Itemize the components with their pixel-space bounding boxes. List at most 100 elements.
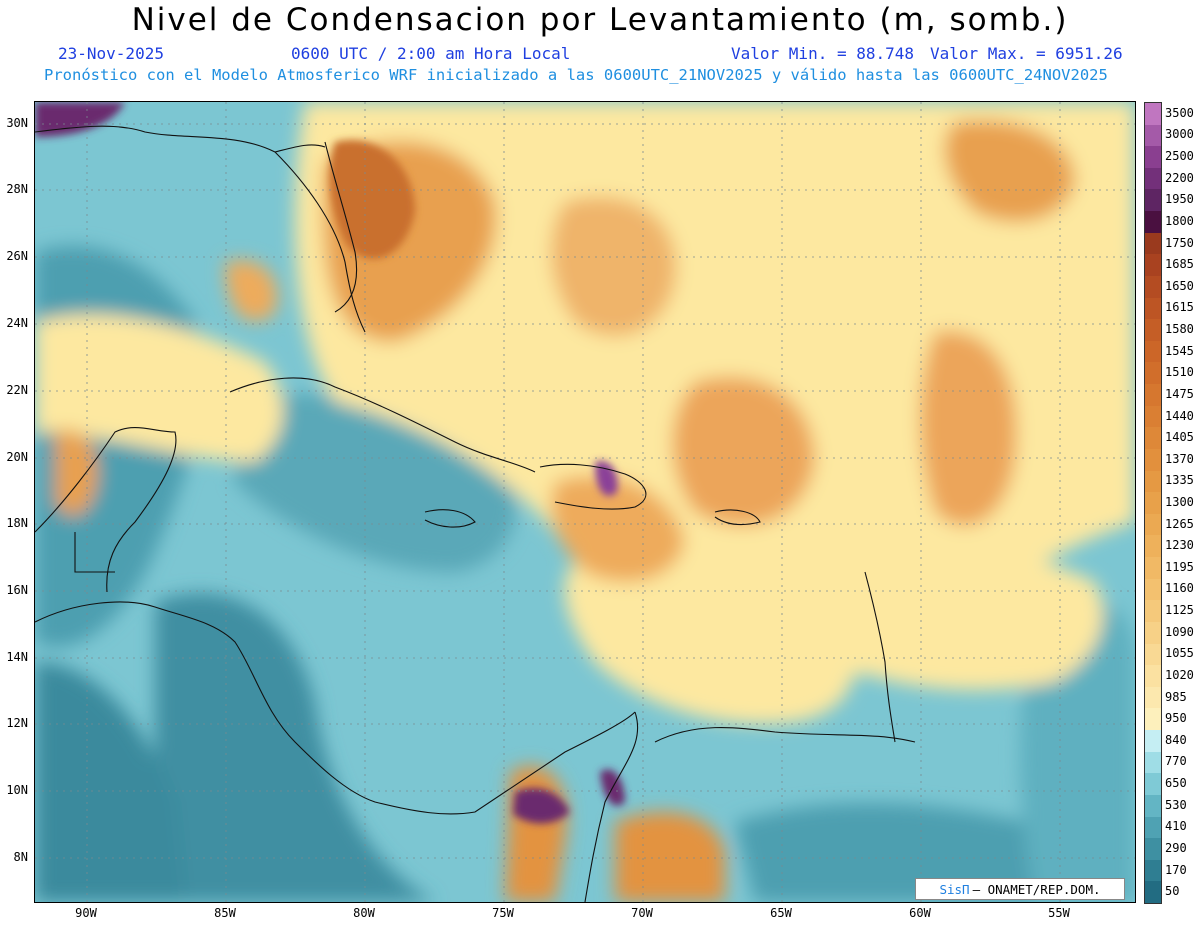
colorbar-label: 1405 [1165, 430, 1194, 445]
colorbar-label: 1300 [1165, 495, 1194, 509]
colorbar-cell [1145, 794, 1161, 817]
colorbar-cell [1145, 124, 1161, 147]
colorbar-label: 1440 [1165, 408, 1194, 423]
forecast-note: Pronóstico con el Modelo Atmosferico WRF… [44, 66, 1108, 84]
colorbar-cell [1145, 838, 1161, 861]
lat-label: 26N [6, 249, 28, 263]
colorbar-label: 410 [1165, 819, 1187, 834]
colorbar-cell [1145, 103, 1161, 126]
credit-text: – ONAMET/REP.DOM. [972, 881, 1101, 897]
lat-label: 30N [6, 116, 28, 130]
colorbar-label: 1090 [1165, 624, 1194, 639]
colorbar-cell [1145, 384, 1161, 407]
min-value: Valor Min. = 88.748 [731, 44, 915, 63]
colorbar-label: 1545 [1165, 343, 1194, 358]
peak-cells [35, 102, 625, 824]
colorbar-label: 1370 [1165, 451, 1194, 466]
colorbar-label: 1265 [1165, 516, 1194, 531]
colorbar-label: 650 [1165, 776, 1187, 791]
colorbar-cell [1145, 557, 1161, 580]
colorbar-cell [1145, 859, 1161, 882]
colorbar-label: 1580 [1165, 322, 1194, 337]
colorbar-cell [1145, 751, 1161, 774]
credit-box: SisΠ – ONAMET/REP.DOM. [915, 878, 1125, 900]
colorbar-cell [1145, 665, 1161, 688]
colorbar-cell [1145, 513, 1161, 536]
colorbar-label: 1510 [1165, 365, 1194, 380]
graticule [35, 102, 1135, 902]
lon-label: 75W [492, 906, 514, 920]
colorbar-label: 3000 [1165, 127, 1194, 142]
colorbar-cell [1145, 319, 1161, 342]
colorbar-label: 50 [1165, 884, 1180, 899]
colorbar-cell [1145, 167, 1161, 190]
colorbar-label: 950 [1165, 711, 1187, 726]
colorbar-cell [1145, 686, 1161, 709]
colorbar-cell [1145, 448, 1161, 472]
colorbar-label: 1125 [1165, 603, 1194, 618]
colorbar-cell [1145, 578, 1161, 601]
colorbar-cell [1145, 211, 1161, 234]
colorbar-cell [1145, 405, 1161, 428]
colorbar-label: 1195 [1165, 559, 1194, 574]
colorbar-label: 770 [1165, 754, 1187, 769]
colorbar-label: 985 [1165, 689, 1187, 704]
colorbar-label: 1020 [1165, 667, 1194, 682]
colorbar-label: 1800 [1165, 213, 1194, 228]
colorbar-cell [1145, 470, 1161, 493]
colorbar [1144, 102, 1162, 904]
colorbar-cell [1145, 535, 1161, 558]
colorbar-cell [1145, 427, 1161, 450]
lon-label: 70W [631, 906, 653, 920]
colorbar-cell [1145, 362, 1161, 385]
colorbar-label: 1950 [1165, 192, 1194, 207]
colorbar-cell [1145, 773, 1161, 796]
colorbar-label: 290 [1165, 840, 1187, 855]
lat-label: 24N [6, 316, 28, 330]
colorbar-label: 170 [1165, 862, 1187, 877]
lat-label: 16N [6, 583, 28, 597]
colorbar-cell [1145, 275, 1161, 299]
lon-label: 60W [909, 906, 931, 920]
colorbar-label: 1650 [1165, 278, 1194, 293]
field-layers [35, 102, 1135, 902]
colorbar-cell [1145, 816, 1161, 839]
lat-label: 12N [6, 716, 28, 730]
colorbar-label: 1055 [1165, 646, 1194, 661]
colorbar-cell [1145, 881, 1161, 904]
lat-label: 22N [6, 383, 28, 397]
colorbar-label: 530 [1165, 797, 1187, 812]
colorbar-cell [1145, 340, 1161, 363]
colorbar-cell [1145, 730, 1161, 753]
colorbar-label: 2500 [1165, 149, 1194, 164]
colorbar-cell [1145, 232, 1161, 255]
colorbar-label: 1685 [1165, 257, 1194, 272]
colorbar-cell [1145, 621, 1161, 645]
lat-label: 18N [6, 516, 28, 530]
lon-label: 90W [75, 906, 97, 920]
colorbar-label: 1750 [1165, 235, 1194, 250]
colorbar-label: 1475 [1165, 386, 1194, 401]
lon-label: 55W [1048, 906, 1070, 920]
colorbar-cell [1145, 146, 1161, 169]
colorbar-label: 1230 [1165, 538, 1194, 553]
sispi-logo: SisΠ [939, 881, 970, 897]
colorbar-cell [1145, 600, 1161, 623]
colorbar-label: 2200 [1165, 170, 1194, 185]
colorbar-cell [1145, 643, 1161, 666]
lat-label: 20N [6, 450, 28, 464]
lon-label: 80W [353, 906, 375, 920]
coastlines [35, 125, 916, 902]
colorbar-label: 1160 [1165, 581, 1194, 596]
lcl-map [34, 101, 1136, 903]
colorbar-label: 3500 [1165, 105, 1194, 120]
colorbar-label: 1335 [1165, 473, 1194, 488]
colorbar-label: 840 [1165, 732, 1187, 747]
colorbar-cell [1145, 708, 1161, 731]
colorbar-cell [1145, 297, 1161, 320]
max-value: Valor Max. = 6951.26 [930, 44, 1123, 63]
valid-date: 23-Nov-2025 [58, 44, 164, 63]
lat-label: 14N [6, 650, 28, 664]
lat-label: 28N [6, 182, 28, 196]
map-canvas [35, 102, 1135, 902]
